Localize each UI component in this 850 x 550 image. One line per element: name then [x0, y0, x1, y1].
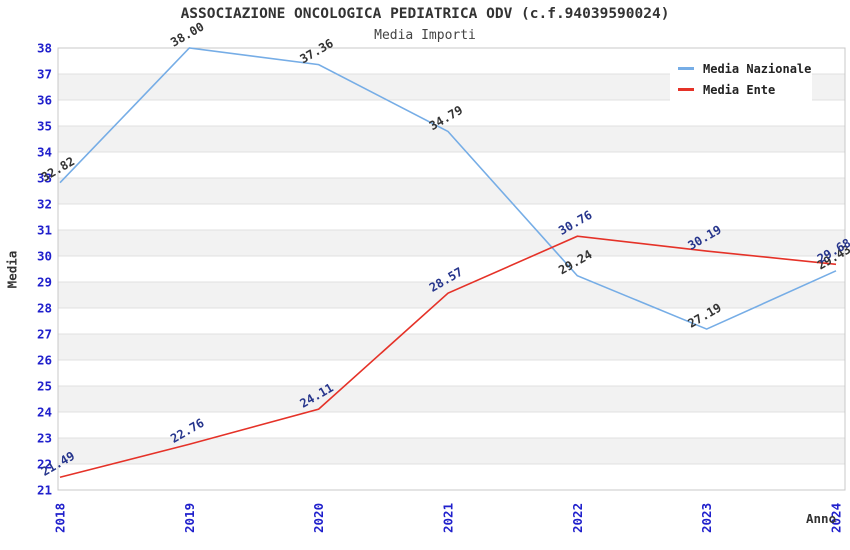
svg-text:23: 23	[37, 431, 52, 446]
plot-border	[57, 47, 846, 491]
svg-text:31: 31	[37, 223, 52, 238]
svg-text:2021: 2021	[441, 503, 456, 533]
legend-swatch-nazionale-icon	[678, 67, 694, 70]
svg-text:36: 36	[37, 93, 52, 108]
svg-text:35: 35	[37, 119, 52, 134]
svg-text:2019: 2019	[182, 503, 197, 533]
svg-text:29: 29	[37, 275, 52, 290]
svg-text:2020: 2020	[311, 503, 326, 533]
svg-text:38: 38	[37, 41, 52, 56]
series-line-media-ente	[59, 235, 837, 479]
svg-text:32: 32	[37, 197, 52, 212]
chart-subtitle: Media Importi	[374, 28, 476, 43]
svg-text:34: 34	[37, 145, 52, 160]
svg-text:37: 37	[37, 67, 52, 82]
plot-bands	[58, 48, 845, 490]
svg-text:27: 27	[37, 327, 52, 342]
chart-title: ASSOCIAZIONE ONCOLOGICA PEDIATRICA ODV (…	[180, 6, 670, 22]
svg-text:2018: 2018	[53, 503, 68, 533]
legend-swatch-ente-icon	[678, 88, 694, 91]
svg-text:25: 25	[37, 379, 52, 394]
svg-text:2022: 2022	[570, 503, 585, 533]
legend: Media Nazionale Media Ente	[670, 56, 812, 102]
y-axis-title: Media	[4, 250, 20, 289]
series-line-media-nazionale	[59, 47, 837, 330]
legend-item-media-ente: Media Ente	[678, 83, 812, 97]
x-axis-ticks: 2018 2019 2020 2021 2022 2023 2024	[53, 503, 844, 533]
svg-text:2024: 2024	[829, 503, 844, 533]
legend-label-nazionale: Media Nazionale	[703, 61, 812, 76]
svg-text:30: 30	[37, 249, 52, 264]
svg-text:26: 26	[37, 353, 52, 368]
legend-item-media-nazionale: Media Nazionale	[678, 62, 812, 76]
svg-text:33: 33	[37, 171, 52, 186]
svg-text:38.00: 38.00	[168, 19, 206, 49]
legend-label-ente: Media Ente	[703, 82, 776, 97]
x-axis-title: Anno	[806, 511, 837, 526]
svg-text:28: 28	[37, 301, 52, 316]
y-axis-ticks: 21 22 23 24 25 26 27 28 29 30 31 32 33 34 35 36 37 38	[37, 41, 52, 498]
svg-text:22: 22	[37, 457, 52, 472]
svg-text:21: 21	[37, 483, 52, 498]
svg-text:24: 24	[37, 405, 52, 420]
svg-text:2023: 2023	[699, 503, 714, 533]
